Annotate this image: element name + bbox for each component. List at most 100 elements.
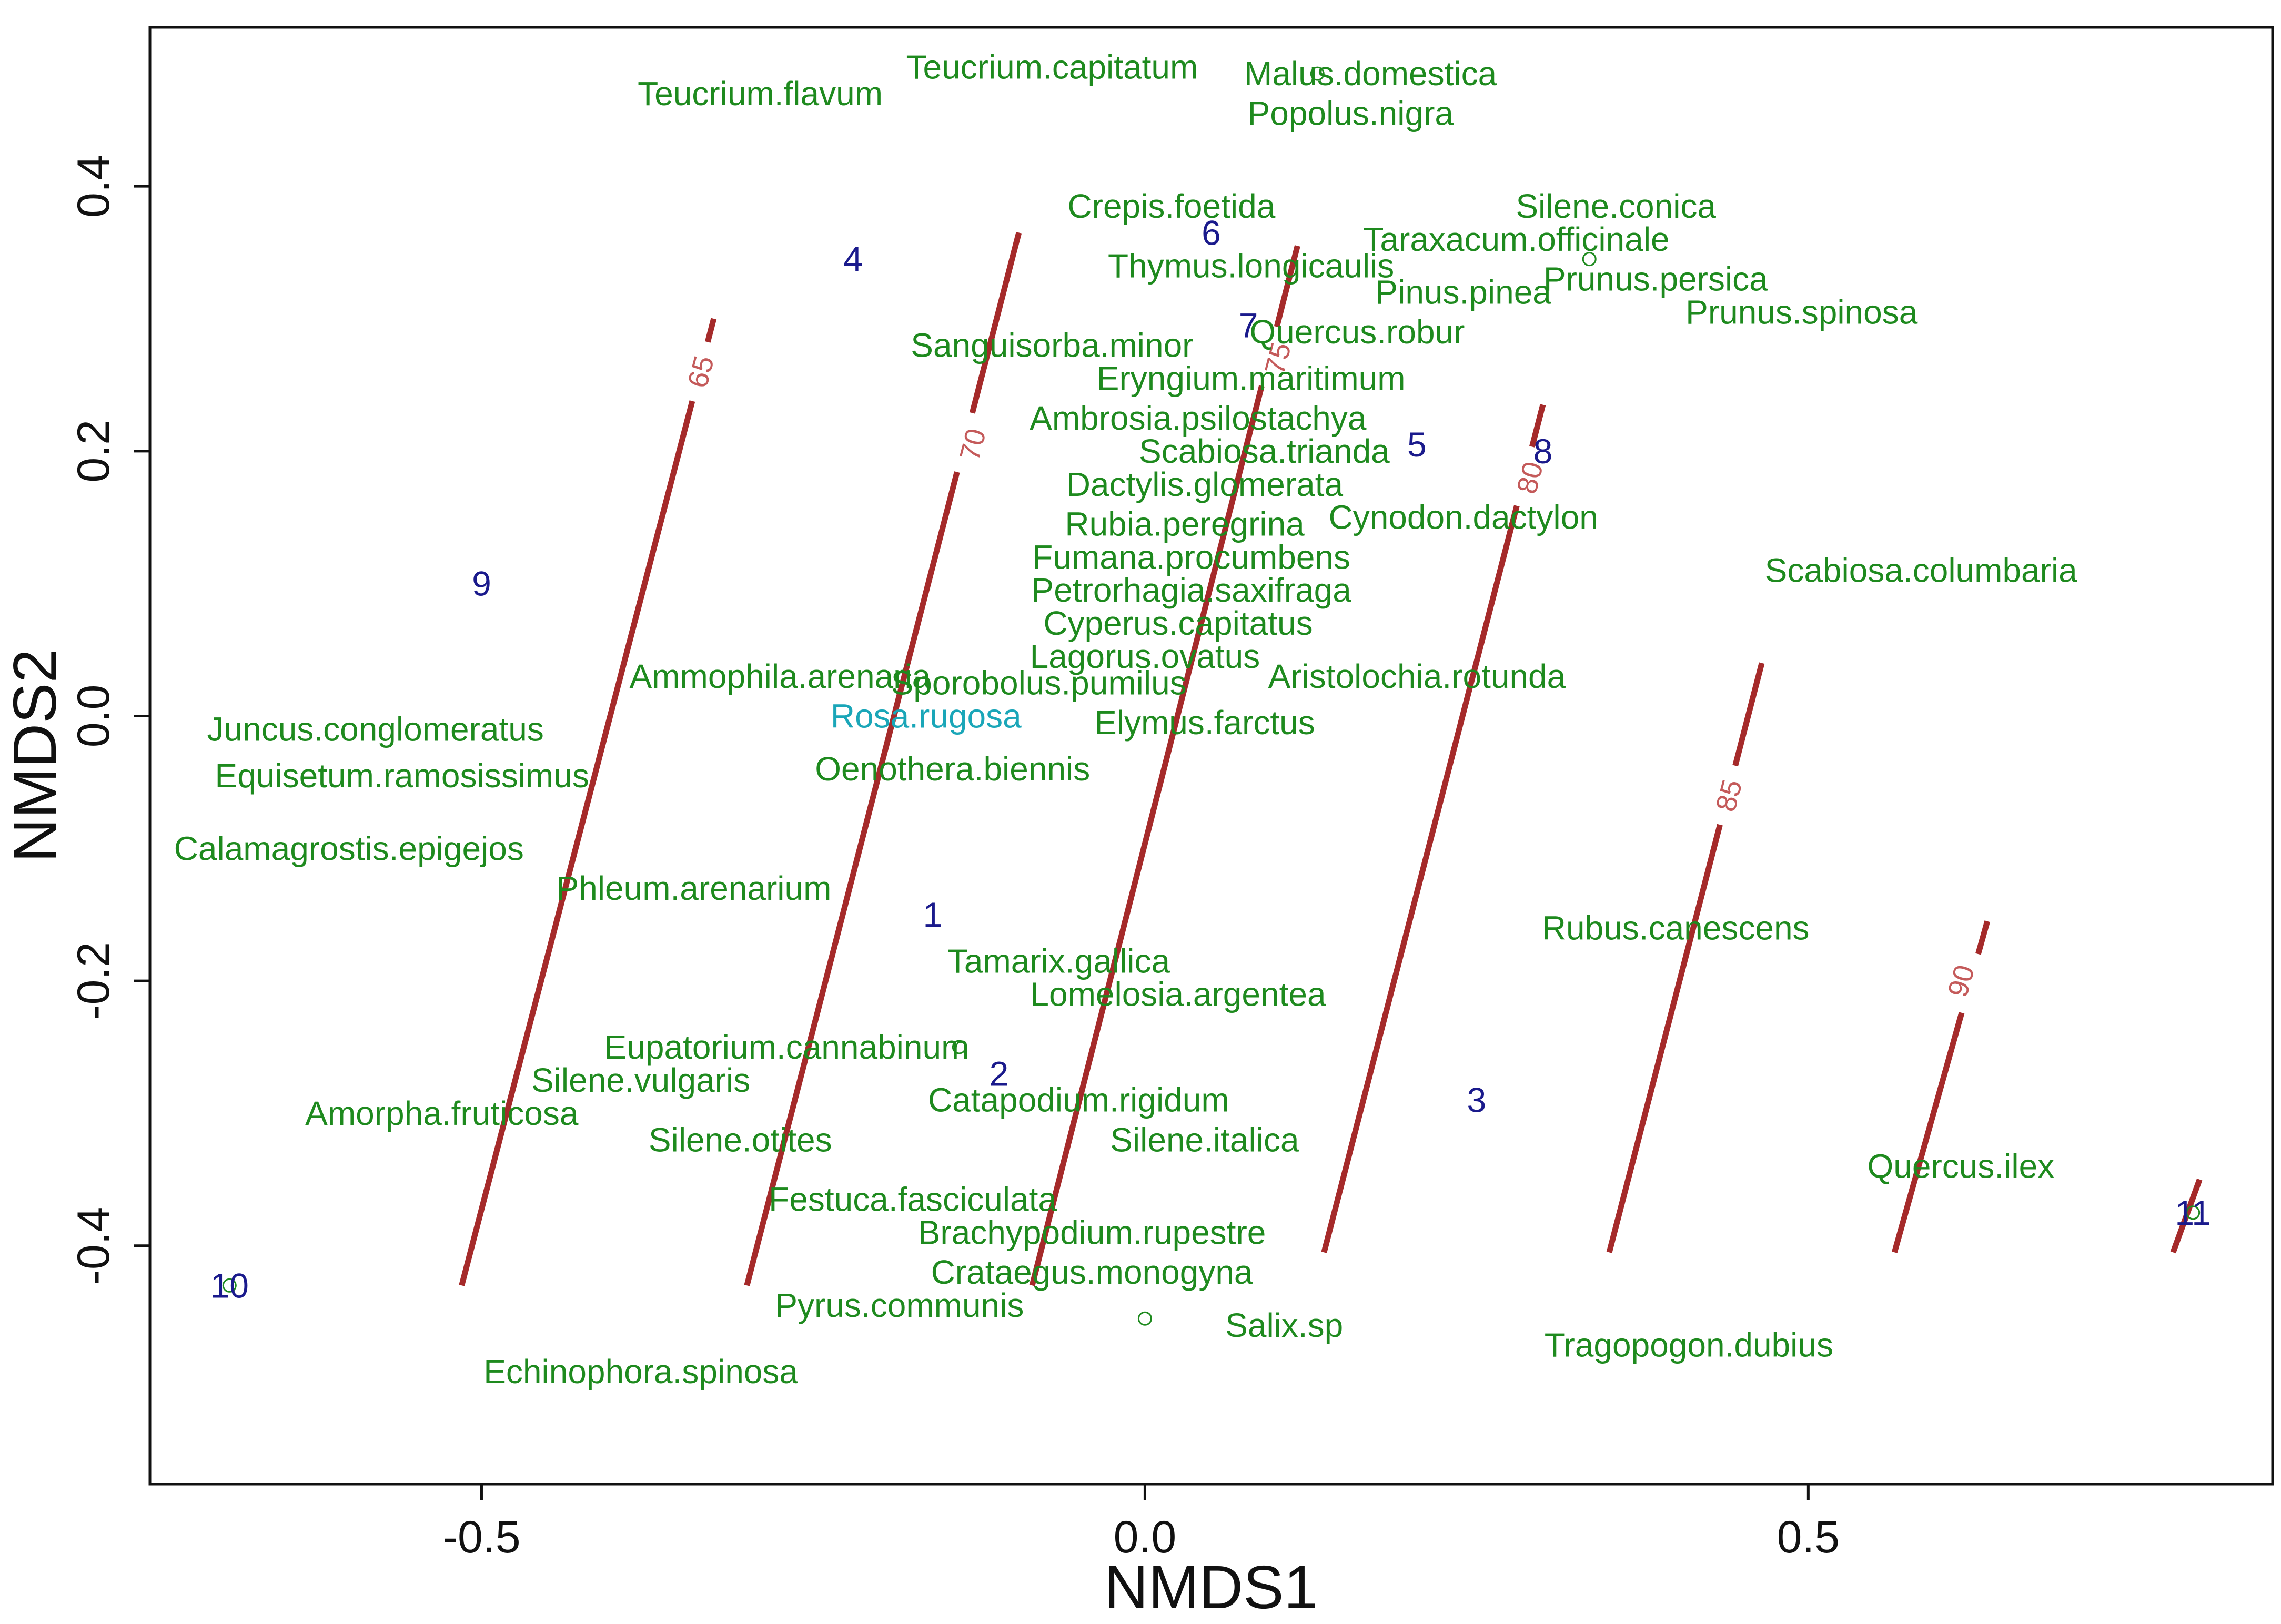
- x-tick-label: 0.0: [1114, 1512, 1177, 1562]
- point-marker: [2186, 1205, 2201, 1220]
- species-label: Malus.domestica: [1244, 55, 1497, 93]
- species-label: Aristolochia.rotunda: [1268, 657, 1566, 695]
- contour-label: 80: [1511, 459, 1549, 497]
- contour-label: 65: [682, 352, 720, 391]
- site-label: 1: [923, 895, 943, 934]
- site-label: 11: [2175, 1193, 2211, 1232]
- species-label: Oenothera.biennis: [815, 750, 1090, 788]
- contour-label-gap: [675, 338, 726, 406]
- species-label: Silene.otites: [649, 1121, 832, 1159]
- species-label: Cyperus.capitatus: [1043, 604, 1313, 642]
- species-label: Cynodon.dactylon: [1328, 499, 1598, 536]
- site-label: 9: [472, 564, 491, 603]
- site-label: 6: [1202, 213, 1221, 252]
- contour-label-gap: [1505, 443, 1555, 512]
- species-label: Amorpha.fruticosa: [305, 1094, 579, 1132]
- site-label: 7: [1239, 306, 1258, 345]
- point-marker: [952, 1040, 966, 1054]
- species-label: Eupatorium.cannabinum: [604, 1028, 970, 1066]
- species-label: Tamarix.gallica: [947, 942, 1170, 980]
- contour-label-gap: [947, 410, 997, 479]
- site-label: 10: [210, 1266, 249, 1305]
- species-label: Petrorhagia.saxifraga: [1032, 571, 1352, 609]
- species-label: Rosa.rugosa: [831, 697, 1022, 735]
- y-tick-label: 0.0: [68, 685, 119, 748]
- species-label: Quercus.robur: [1249, 313, 1465, 351]
- x-tick-label: -0.5: [442, 1512, 520, 1562]
- y-tick-label: -0.4: [68, 1207, 119, 1285]
- species-label: Tragopogon.dubius: [1545, 1326, 1833, 1364]
- contour-line: [1606, 662, 1765, 1253]
- species-label: Pyrus.communis: [775, 1286, 1024, 1324]
- species-label: Crepis.foetida: [1067, 187, 1275, 225]
- species-label: Thymus.longicaulis: [1108, 247, 1394, 285]
- contour-label: 70: [954, 425, 992, 464]
- species-label: Teucrium.flavum: [638, 75, 883, 113]
- species-label: Equisetum.ramosissimus: [215, 757, 589, 795]
- species-label: Catapodium.rigidum: [928, 1081, 1229, 1119]
- contour-label-gap: [1703, 761, 1754, 830]
- species-label: Salix.sp: [1225, 1306, 1343, 1344]
- species-label: Ambrosia.psilostachya: [1030, 399, 1367, 437]
- species-label: Calamagrostis.epigejos: [174, 829, 524, 867]
- species-label: Scabiosa.columbaria: [1765, 551, 2078, 589]
- species-label: Lomelosia.argentea: [1030, 975, 1326, 1013]
- point-marker: [1137, 1311, 1152, 1326]
- contour-line: [1321, 404, 1546, 1253]
- species-label: Dactylis.glomerata: [1066, 465, 1344, 503]
- species-label: Prunus.persica: [1543, 260, 1768, 298]
- species-label: Rubia.peregrina: [1065, 505, 1305, 543]
- contour-label: 85: [1710, 776, 1748, 815]
- contour-line: [459, 318, 717, 1286]
- y-axis-title: NMDS2: [1, 649, 69, 862]
- species-label: Echinophora.spinosa: [483, 1353, 798, 1390]
- y-tick-label: 0.4: [68, 155, 119, 218]
- species-label: Taraxacum.officinale: [1363, 220, 1669, 258]
- point-marker: [1582, 252, 1597, 267]
- site-label: 4: [843, 240, 863, 279]
- contour-label-gap: [1253, 324, 1303, 393]
- species-label: Eryngium.maritimum: [1097, 359, 1406, 397]
- species-label: Quercus.ilex: [1868, 1148, 2055, 1185]
- species-label: Ammophila.arenaria: [630, 657, 931, 695]
- contour-line: [744, 231, 1022, 1286]
- contour-label-gap: [1935, 947, 1986, 1016]
- x-tick-label: 0.5: [1777, 1512, 1840, 1562]
- point-markers: [222, 66, 2201, 1326]
- species-label: Sporobolus.pumilus: [891, 664, 1187, 702]
- x-axis-title: NMDS1: [1104, 1553, 1318, 1621]
- species-label: Silene.vulgaris: [531, 1061, 750, 1099]
- site-labels: 1 2 3 4 5 6 7 8 9 10 11: [210, 213, 2211, 1305]
- point-marker: [1310, 66, 1325, 81]
- species-label: Pinus.pinea: [1375, 273, 1551, 311]
- y-tick-label: 0.2: [68, 420, 119, 483]
- species-label: Rubus.canescens: [1542, 909, 1810, 947]
- species-label: Popolus.nigra: [1248, 95, 1454, 133]
- species-label: Phleum.arenarium: [557, 869, 832, 907]
- site-label: 2: [990, 1054, 1009, 1093]
- species-label: Fumana.procumbens: [1032, 538, 1350, 576]
- contour-label: 75: [1259, 339, 1297, 378]
- species-label: Scabiosa.trianda: [1139, 432, 1390, 470]
- species-label: Teucrium.capitatum: [906, 48, 1198, 86]
- contour-line: [1029, 245, 1300, 1286]
- species-labels: Teucrium.capitatum Teucrium.flavum Malus.d…: [174, 48, 2077, 1390]
- species-label: Juncus.conglomeratus: [207, 710, 544, 748]
- species-label: Silene.conica: [1516, 187, 1716, 225]
- site-label: 3: [1467, 1081, 1487, 1120]
- site-label: 8: [1533, 432, 1553, 471]
- site-label: 5: [1407, 425, 1427, 464]
- point-marker: [222, 1278, 237, 1293]
- species-label: Elymus.farctus: [1094, 704, 1315, 742]
- species-label: Crataegus.monogyna: [931, 1253, 1253, 1291]
- species-label: Lagorus.ovatus: [1030, 637, 1260, 675]
- plot-frame: [148, 26, 2274, 1486]
- species-label: Prunus.spinosa: [1685, 293, 1918, 331]
- species-label: Brachypodium.rupestre: [918, 1214, 1266, 1252]
- species-label: Sanguisorba.minor: [911, 326, 1193, 364]
- species-label: Silene.italica: [1110, 1121, 1299, 1159]
- species-label: Festuca.fasciculata: [769, 1181, 1057, 1219]
- y-tick-label: -0.2: [68, 942, 119, 1020]
